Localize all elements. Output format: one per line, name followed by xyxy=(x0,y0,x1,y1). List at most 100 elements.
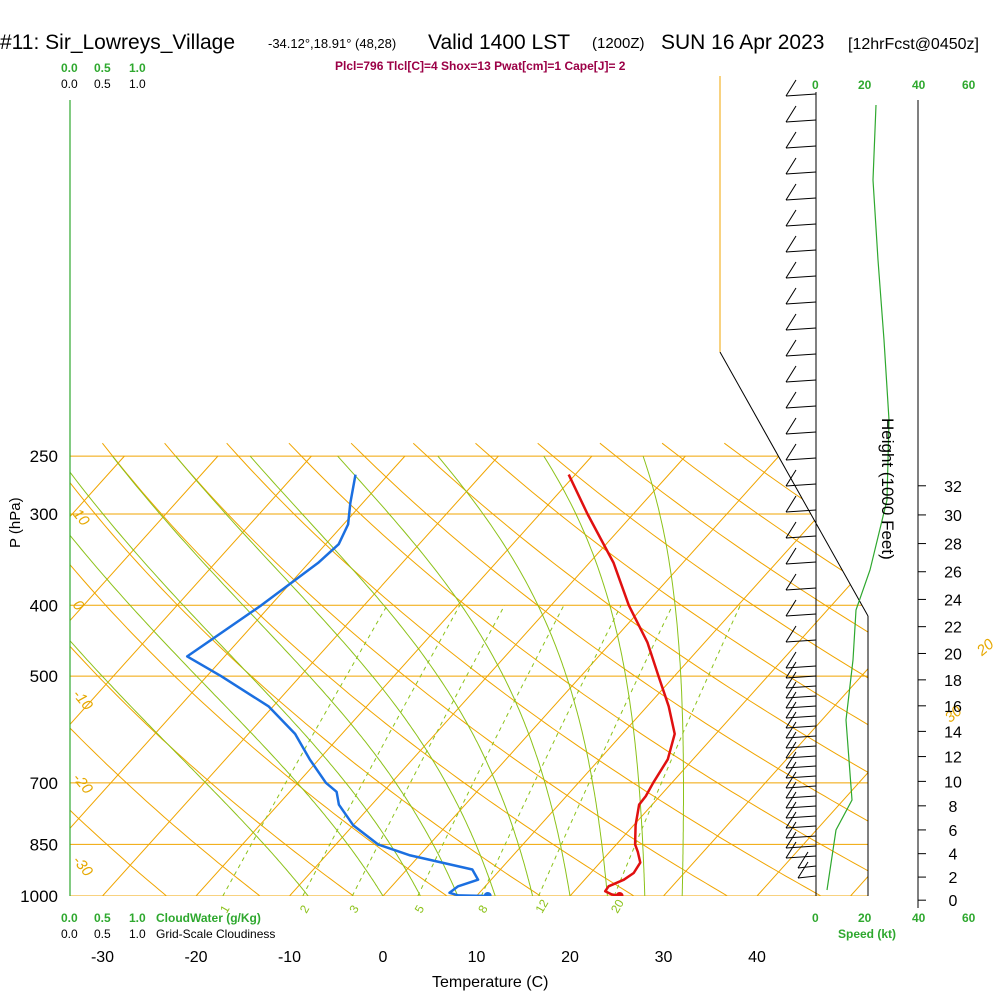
dry-adiabat-270 xyxy=(70,442,376,896)
speed-tick-bottom-0: 0 xyxy=(812,911,819,925)
speed-axis-label: Speed (kt) xyxy=(838,927,896,941)
wind-barb-flag-14 xyxy=(785,443,797,461)
pressure-tick-1000: 1000 xyxy=(20,887,58,906)
wind-barb-flag-12 xyxy=(785,391,797,409)
wind-barb-19 xyxy=(785,587,817,591)
wind-barb-40 xyxy=(785,845,817,849)
wind-barb-flag-38 xyxy=(785,811,797,829)
isotherm-10 xyxy=(476,455,868,896)
pressure-tick-500: 500 xyxy=(30,667,58,686)
height-tick-16: 16 xyxy=(944,699,962,716)
wind-panel: 0 20 40 60 0 20 40 60 Speed (kt) xyxy=(719,76,976,941)
wind-barb-35 xyxy=(785,795,817,799)
wind-barb-2 xyxy=(785,145,817,149)
speed-tick-top-0: 0 xyxy=(812,78,819,92)
wind-barb-21 xyxy=(785,639,817,643)
wind-barb-25 xyxy=(785,695,817,699)
temperature-profile xyxy=(567,474,676,896)
cloudiness-scale-top-1: 1.0 xyxy=(129,77,146,91)
mixing-ratio-2 xyxy=(302,605,461,896)
isotherm-label-2: -10 xyxy=(69,686,96,714)
mixing-ratio-label-3: 3 xyxy=(346,902,362,915)
dry-adiabat-300 xyxy=(102,442,660,896)
moist-adiabat-32 xyxy=(642,455,684,896)
moist-adiabat-16 xyxy=(249,455,534,896)
wind-barb-17 xyxy=(785,535,817,539)
temperature-profile-surface-dot xyxy=(615,892,624,896)
dry-adiabat-280 xyxy=(70,442,471,896)
wind-barb-flag-22 xyxy=(785,651,797,669)
wind-panel-edge xyxy=(719,351,869,617)
temp-tick-20: 20 xyxy=(561,949,579,966)
wind-barb-flag-25 xyxy=(785,681,797,699)
wind-barb-flag-4 xyxy=(785,183,797,201)
dry-adiabat-250 xyxy=(70,442,186,896)
dry-adiabat-290 xyxy=(70,442,565,896)
height-tick-18: 18 xyxy=(944,673,962,690)
wind-barb-43 xyxy=(797,875,817,879)
pressure-tick-700: 700 xyxy=(30,774,58,793)
wind-barb-6 xyxy=(785,249,817,253)
height-tick-12: 12 xyxy=(944,750,962,767)
cloudwater-scale-bottom-1: 1.0 xyxy=(129,911,146,925)
wind-barb-flag-26 xyxy=(785,691,797,709)
mixing-ratio-5 xyxy=(417,605,565,896)
cloudiness-scale-bottom-1: 1.0 xyxy=(129,927,146,941)
moist-adiabat-12 xyxy=(175,455,496,896)
wind-barb-9 xyxy=(785,327,817,331)
wind-barb-flag-39 xyxy=(785,821,797,839)
temp-tick-10: 10 xyxy=(468,949,486,966)
wind-barb-33 xyxy=(785,775,817,779)
wind-barb-flag-3 xyxy=(785,157,797,175)
wind-barb-0 xyxy=(785,93,817,97)
wind-barb-30 xyxy=(785,745,817,749)
height-tick-14: 14 xyxy=(944,724,962,741)
isotherm-30 xyxy=(663,455,868,896)
wind-barb-flag-13 xyxy=(785,417,797,435)
wind-barb-29 xyxy=(785,735,817,739)
temp-tick--10: -10 xyxy=(278,949,301,966)
wind-barb-flag-29 xyxy=(785,721,797,739)
mixing-ratio-label-20: 20 xyxy=(608,897,627,916)
wind-barb-flag-24 xyxy=(785,671,797,689)
mixing-ratio-labels: 1 2 3 5 8 12 20 xyxy=(217,897,627,916)
wind-barb-5 xyxy=(785,223,817,227)
sounding-profiles xyxy=(185,474,676,896)
wind-barb-flag-42 xyxy=(797,851,809,869)
temperature-axis-label: Temperature (C) xyxy=(432,974,548,991)
wind-barb-4 xyxy=(785,197,817,201)
wind-barbs xyxy=(785,79,817,879)
temp-tick-30: 30 xyxy=(655,949,673,966)
height-tick-6: 6 xyxy=(949,823,958,840)
dewpoint-profile-surface-dot xyxy=(483,892,492,896)
height-tick-4: 4 xyxy=(949,847,958,864)
height-axis-label: Height (1000 Feet) xyxy=(878,418,897,560)
cloudwater-scale-bottom-05: 0.5 xyxy=(94,911,111,925)
wind-barb-23 xyxy=(785,675,817,679)
wind-barb-10 xyxy=(785,353,817,357)
wind-barb-flag-16 xyxy=(785,495,797,513)
isobar-lines xyxy=(70,455,868,896)
isotherm--30 xyxy=(102,455,499,896)
isotherm-label-6: 10 xyxy=(996,600,1000,624)
temp-tick--30: -30 xyxy=(91,949,114,966)
wind-barb-14 xyxy=(785,457,817,461)
wind-barb-22 xyxy=(785,665,817,669)
isotherm-label-4: -30 xyxy=(69,852,96,880)
wind-barb-42 xyxy=(797,865,817,869)
speed-tick-bottom-40: 40 xyxy=(912,911,926,925)
wind-barb-flag-31 xyxy=(785,741,797,759)
wind-barb-32 xyxy=(785,765,817,769)
wind-barb-flag-9 xyxy=(785,313,797,331)
moist-adiabat-28 xyxy=(543,455,646,896)
isotherm-label-7: 20 xyxy=(973,635,998,660)
height-tick-26: 26 xyxy=(944,565,962,582)
wind-barb-flag-0 xyxy=(785,79,797,97)
wind-barb-15 xyxy=(785,483,817,487)
cloudiness-scale-top-0: 0.0 xyxy=(61,77,78,91)
moist-adiabat-lines xyxy=(70,455,684,896)
isotherm-label-1: 0 xyxy=(69,597,88,615)
wind-barb-13 xyxy=(785,431,817,435)
isotherm--20 xyxy=(195,455,593,896)
